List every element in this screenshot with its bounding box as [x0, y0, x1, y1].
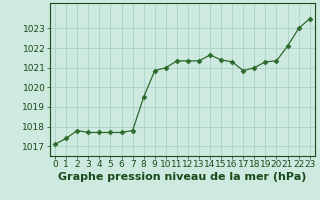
X-axis label: Graphe pression niveau de la mer (hPa): Graphe pression niveau de la mer (hPa): [58, 172, 307, 182]
